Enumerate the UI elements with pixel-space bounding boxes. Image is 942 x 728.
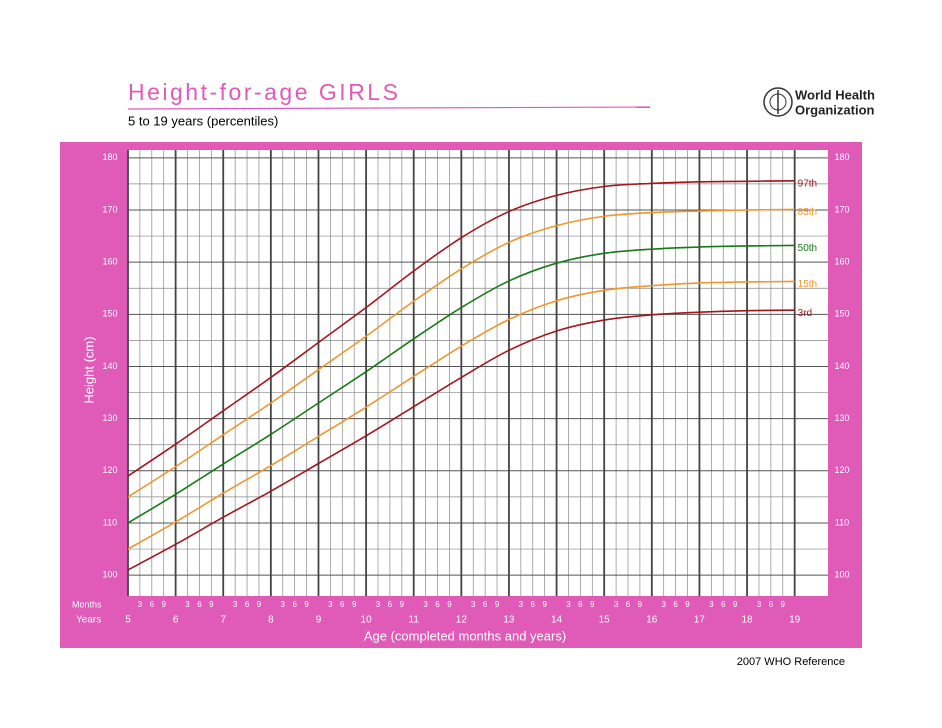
month-tick-label: 9 <box>685 600 690 609</box>
percentile-curve <box>127 309 795 571</box>
y-tick-label: 150 <box>102 309 117 319</box>
x-tick-label: 15 <box>599 615 611 626</box>
curve-label: 3rd <box>798 308 812 319</box>
y-tick-label-right: 100 <box>834 570 849 580</box>
month-tick-label: 3 <box>138 600 143 609</box>
y-tick-label-right: 140 <box>834 361 849 371</box>
month-tick-label: 3 <box>661 600 666 609</box>
months-row-label: Months <box>72 599 102 609</box>
month-tick-label: 9 <box>209 600 214 609</box>
x-tick-label: 7 <box>220 615 226 626</box>
month-tick-label: 6 <box>435 600 440 609</box>
month-tick-label: 9 <box>781 600 786 609</box>
y-tick-label: 170 <box>102 204 117 214</box>
x-tick-label: 8 <box>268 615 274 626</box>
month-tick-label: 6 <box>769 600 774 609</box>
x-tick-label: 11 <box>409 615 420 626</box>
curve-label: 97th <box>798 178 817 189</box>
month-tick-label: 6 <box>292 600 297 609</box>
month-tick-label: 3 <box>471 600 476 609</box>
month-tick-label: 3 <box>566 600 571 609</box>
percentile-curve <box>127 280 795 550</box>
y-tick-label: 110 <box>103 517 117 527</box>
y-tick-label-right: 120 <box>834 465 849 475</box>
footer: 2007 WHO Reference <box>737 656 845 668</box>
y-tick-label-right: 130 <box>834 413 849 423</box>
y-tick-label: 180 <box>102 152 117 162</box>
y-axis-label: Height (cm) <box>81 336 96 403</box>
y-tick-label-right: 170 <box>834 204 849 214</box>
month-tick-label: 6 <box>150 600 155 609</box>
chart-title: Height-for-age GIRLS <box>128 79 400 105</box>
curve-label: 50th <box>798 243 817 254</box>
percentile-curve <box>127 179 795 477</box>
month-tick-label: 6 <box>197 600 202 609</box>
y-tick-label: 140 <box>102 361 117 371</box>
month-tick-label: 6 <box>388 600 393 609</box>
month-tick-label: 3 <box>376 600 381 609</box>
month-tick-label: 3 <box>281 600 286 609</box>
percentile-curve <box>127 208 795 498</box>
y-tick-label-right: 110 <box>835 517 849 527</box>
month-tick-label: 9 <box>542 600 547 609</box>
month-tick-label: 3 <box>233 600 238 609</box>
y-tick-label: 100 <box>102 570 117 580</box>
month-tick-label: 3 <box>423 600 428 609</box>
month-tick-label: 3 <box>614 600 619 609</box>
curve-label: 15th <box>798 279 817 290</box>
y-tick-label-right: 180 <box>834 152 849 162</box>
y-tick-label-right: 150 <box>834 309 849 319</box>
x-tick-label: 17 <box>694 615 706 626</box>
month-tick-label: 9 <box>590 600 595 609</box>
month-tick-label: 6 <box>340 600 345 609</box>
month-tick-label: 6 <box>721 600 726 609</box>
y-tick-label: 120 <box>102 465 117 475</box>
who-logo: World Health Organization <box>763 87 875 117</box>
y-tick-label-right: 160 <box>834 257 849 267</box>
month-tick-label: 6 <box>531 600 536 609</box>
month-tick-label: 6 <box>578 600 583 609</box>
month-tick-label: 9 <box>352 600 357 609</box>
percentile-curve <box>127 244 795 524</box>
x-tick-label: 9 <box>316 615 322 626</box>
month-tick-label: 3 <box>185 600 190 609</box>
x-tick-label: 5 <box>125 615 131 626</box>
month-tick-label: 3 <box>709 600 714 609</box>
month-tick-label: 3 <box>328 600 333 609</box>
month-tick-label: 3 <box>757 600 762 609</box>
title-rule <box>127 106 651 110</box>
logo-emblem <box>763 87 793 117</box>
month-tick-label: 9 <box>257 600 262 609</box>
y-tick-label: 160 <box>102 257 117 267</box>
y-tick-label: 130 <box>102 413 117 423</box>
x-tick-label: 19 <box>789 615 801 626</box>
chart-subtitle: 5 to 19 years (percentiles) <box>128 113 278 128</box>
month-tick-label: 9 <box>495 600 500 609</box>
month-tick-label: 9 <box>638 600 643 609</box>
month-tick-label: 3 <box>519 600 524 609</box>
month-tick-label: 9 <box>304 600 309 609</box>
x-tick-label: 12 <box>456 615 468 626</box>
curve-label: 85th <box>798 207 817 218</box>
logo-text: Organization <box>795 102 875 117</box>
month-tick-label: 9 <box>733 600 738 609</box>
month-tick-label: 9 <box>161 600 166 609</box>
month-tick-label: 6 <box>673 600 678 609</box>
x-tick-label: 10 <box>361 615 373 626</box>
x-axis-label: Age (completed months and years) <box>364 628 566 643</box>
x-tick-label: 14 <box>551 615 563 626</box>
month-tick-label: 9 <box>400 600 405 609</box>
month-tick-label: 6 <box>483 600 488 609</box>
x-tick-label: 6 <box>173 615 179 626</box>
x-tick-label: 18 <box>741 615 753 626</box>
grid <box>127 150 828 596</box>
month-tick-label: 6 <box>626 600 631 609</box>
x-tick-label: 13 <box>503 615 515 626</box>
month-tick-label: 9 <box>447 600 452 609</box>
years-row-label: Years <box>76 615 101 626</box>
logo-text: World Health <box>795 87 875 102</box>
x-tick-label: 16 <box>646 615 658 626</box>
month-tick-label: 6 <box>245 600 250 609</box>
